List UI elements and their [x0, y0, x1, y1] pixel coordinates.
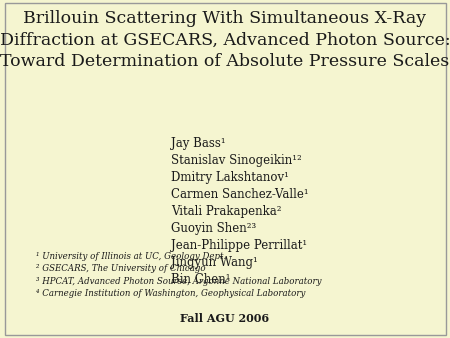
Text: Fall AGU 2006: Fall AGU 2006	[180, 313, 270, 324]
Text: Jay Bass¹
Stanislav Sinogeikin¹²
Dmitry Lakshtanov¹
Carmen Sanchez-Valle¹
Vitali: Jay Bass¹ Stanislav Sinogeikin¹² Dmitry …	[171, 137, 309, 286]
Text: ¹ University of Illinois at UC, Geology Dept.
² GSECARS, The University of Chica: ¹ University of Illinois at UC, Geology …	[36, 252, 321, 298]
Text: Brillouin Scattering With Simultaneous X-Ray
Diffraction at GSECARS, Advanced Ph: Brillouin Scattering With Simultaneous X…	[0, 10, 450, 70]
